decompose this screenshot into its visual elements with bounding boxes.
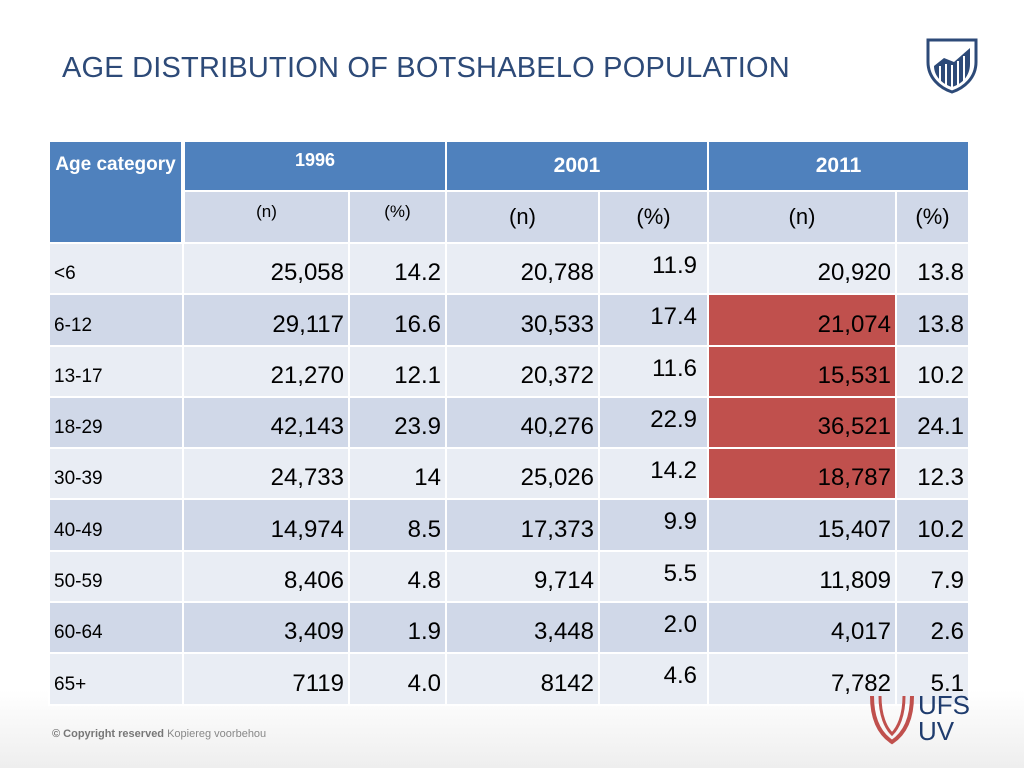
subheader-cell: (n) (182, 190, 350, 244)
table-cell: 14,974 (182, 498, 350, 552)
table-cell: 1.9 (348, 601, 447, 655)
table-cell: 14 (348, 447, 447, 501)
slide-title: AGE DISTRIBUTION OF BOTSHABELO POPULATIO… (62, 52, 790, 84)
table-cell: 3,409 (182, 601, 350, 655)
table-cell: 24,733 (182, 447, 350, 501)
table-cell: 8142 (445, 652, 600, 706)
table-cell: 12.1 (348, 344, 447, 398)
table-cell: 20,372 (445, 344, 600, 398)
table-cell: 21,074 (707, 293, 897, 347)
row-label: 18-29 (48, 395, 184, 450)
table-cell: 11.9 (598, 241, 709, 296)
logo-mark (870, 695, 914, 745)
table-cell: 5.5 (598, 549, 709, 604)
footer-text: Kopiereg voorbehou (167, 728, 267, 740)
table-row: <6 25,058 14.2 20,788 11.9 20,920 13.8 (48, 241, 970, 296)
crest-logo (926, 38, 978, 94)
table-cell: 18,787 (707, 447, 897, 501)
table-body: <6 25,058 14.2 20,788 11.9 20,920 13.8 6-12 29,1… (48, 241, 970, 706)
table-cell: 2.0 (598, 601, 709, 655)
table-cell: 4,017 (707, 601, 897, 655)
table-row: 13-17 21,270 12.1 20,372 11.6 15,531 10.2 (48, 344, 970, 398)
table-cell: 30,533 (445, 293, 600, 347)
table-cell: 16.6 (348, 293, 447, 347)
year-header: 1996 (182, 140, 447, 192)
table-cell: 42,143 (182, 395, 350, 450)
footer-bold: © Copyright reserved (52, 728, 165, 740)
row-label: 6-12 (48, 293, 184, 347)
subheader-cell: (n) (445, 190, 600, 244)
table-cell: 7.9 (895, 549, 970, 604)
table-cell: 8,406 (182, 549, 350, 604)
table-cell: 29,117 (182, 293, 350, 347)
table-row: 6-12 29,117 16.6 30,533 17.4 21,074 13.8 (48, 293, 970, 347)
table-cell: 15,531 (707, 344, 897, 398)
table-cell: 11.6 (598, 344, 709, 398)
table-cell: 25,058 (182, 241, 350, 296)
table-cell: 13.8 (895, 293, 970, 347)
row-label: <6 (48, 241, 184, 296)
table-cell: 17.4 (598, 293, 709, 347)
table-container: Age category 1996 2001 2011 (n) (%) (n) (%)… (48, 140, 970, 706)
table-cell: 10.2 (895, 344, 970, 398)
table-cell: 15,407 (707, 498, 897, 552)
table-cell: 24.1 (895, 395, 970, 450)
table-cell: 17,373 (445, 498, 600, 552)
row-label: 30-39 (48, 447, 184, 501)
row-label: 60-64 (48, 601, 184, 655)
table-cell: 11,809 (707, 549, 897, 604)
table-row: 30-39 24,733 14 25,026 14.2 18,787 12.3 (48, 447, 970, 501)
table-cell: 22.9 (598, 395, 709, 450)
table-cell: 5.1 (895, 652, 970, 706)
subheader-row: (n) (%) (n) (%) (n) (%) (49, 190, 970, 244)
table-row: 40-49 14,974 8.5 17,373 9.9 15,407 10.2 (48, 498, 970, 552)
table-cell: 13.8 (895, 241, 970, 296)
logo-text: UV (918, 716, 955, 746)
table-cell: 20,788 (445, 241, 600, 296)
row-label: 50-59 (48, 549, 184, 604)
table-cell: 4.6 (598, 652, 709, 706)
table-cell: 7119 (182, 652, 350, 706)
ufs-logo: UFS UV (866, 690, 976, 750)
table-cell: 40,276 (445, 395, 600, 450)
row-label: 65+ (48, 652, 184, 706)
subheader-cell: (n) (707, 190, 897, 244)
table-cell: 20,920 (707, 241, 897, 296)
table-cell: 9,714 (445, 549, 600, 604)
table-cell: 21,270 (182, 344, 350, 398)
corner-header: Age category (48, 140, 185, 244)
table-cell: 25,026 (445, 447, 600, 501)
footer: © Copyright reserved Kopiereg voorbehou (52, 728, 266, 740)
table-row: 18-29 42,143 23.9 40,276 22.9 36,521 24.1 (48, 395, 970, 450)
year-header: 2011 (707, 140, 970, 192)
table-cell: 9.9 (598, 498, 709, 552)
table-cell: 2.6 (895, 601, 970, 655)
table-cell: 36,521 (707, 395, 897, 450)
table-cell: 4.0 (348, 652, 447, 706)
table-row: 65+ 7119 4.0 8142 4.6 7,782 5.1 (48, 652, 970, 706)
subheader-cell: (%) (895, 190, 970, 244)
table-cell: 12.3 (895, 447, 970, 501)
table-cell: 23.9 (348, 395, 447, 450)
year-header: 2001 (445, 140, 709, 192)
table-cell: 4.8 (348, 549, 447, 604)
row-label: 40-49 (48, 498, 184, 552)
table-cell: 3,448 (445, 601, 600, 655)
data-table: Age category 1996 2001 2011 (n) (%) (n) (%)… (48, 140, 970, 706)
row-label: 13-17 (48, 344, 184, 398)
table-cell: 14.2 (598, 447, 709, 501)
table-row: 60-64 3,409 1.9 3,448 2.0 4,017 2.6 (48, 601, 970, 655)
table-cell: 10.2 (895, 498, 970, 552)
table-cell: 8.5 (348, 498, 447, 552)
table-row: 50-59 8,406 4.8 9,714 5.5 11,809 7.9 (48, 549, 970, 604)
table-cell: 7,782 (707, 652, 897, 706)
logo-text: UFS (918, 690, 970, 720)
subheader-cell: (%) (598, 190, 709, 244)
table-cell: 14.2 (348, 241, 447, 296)
subheader-cell: (%) (348, 190, 447, 244)
